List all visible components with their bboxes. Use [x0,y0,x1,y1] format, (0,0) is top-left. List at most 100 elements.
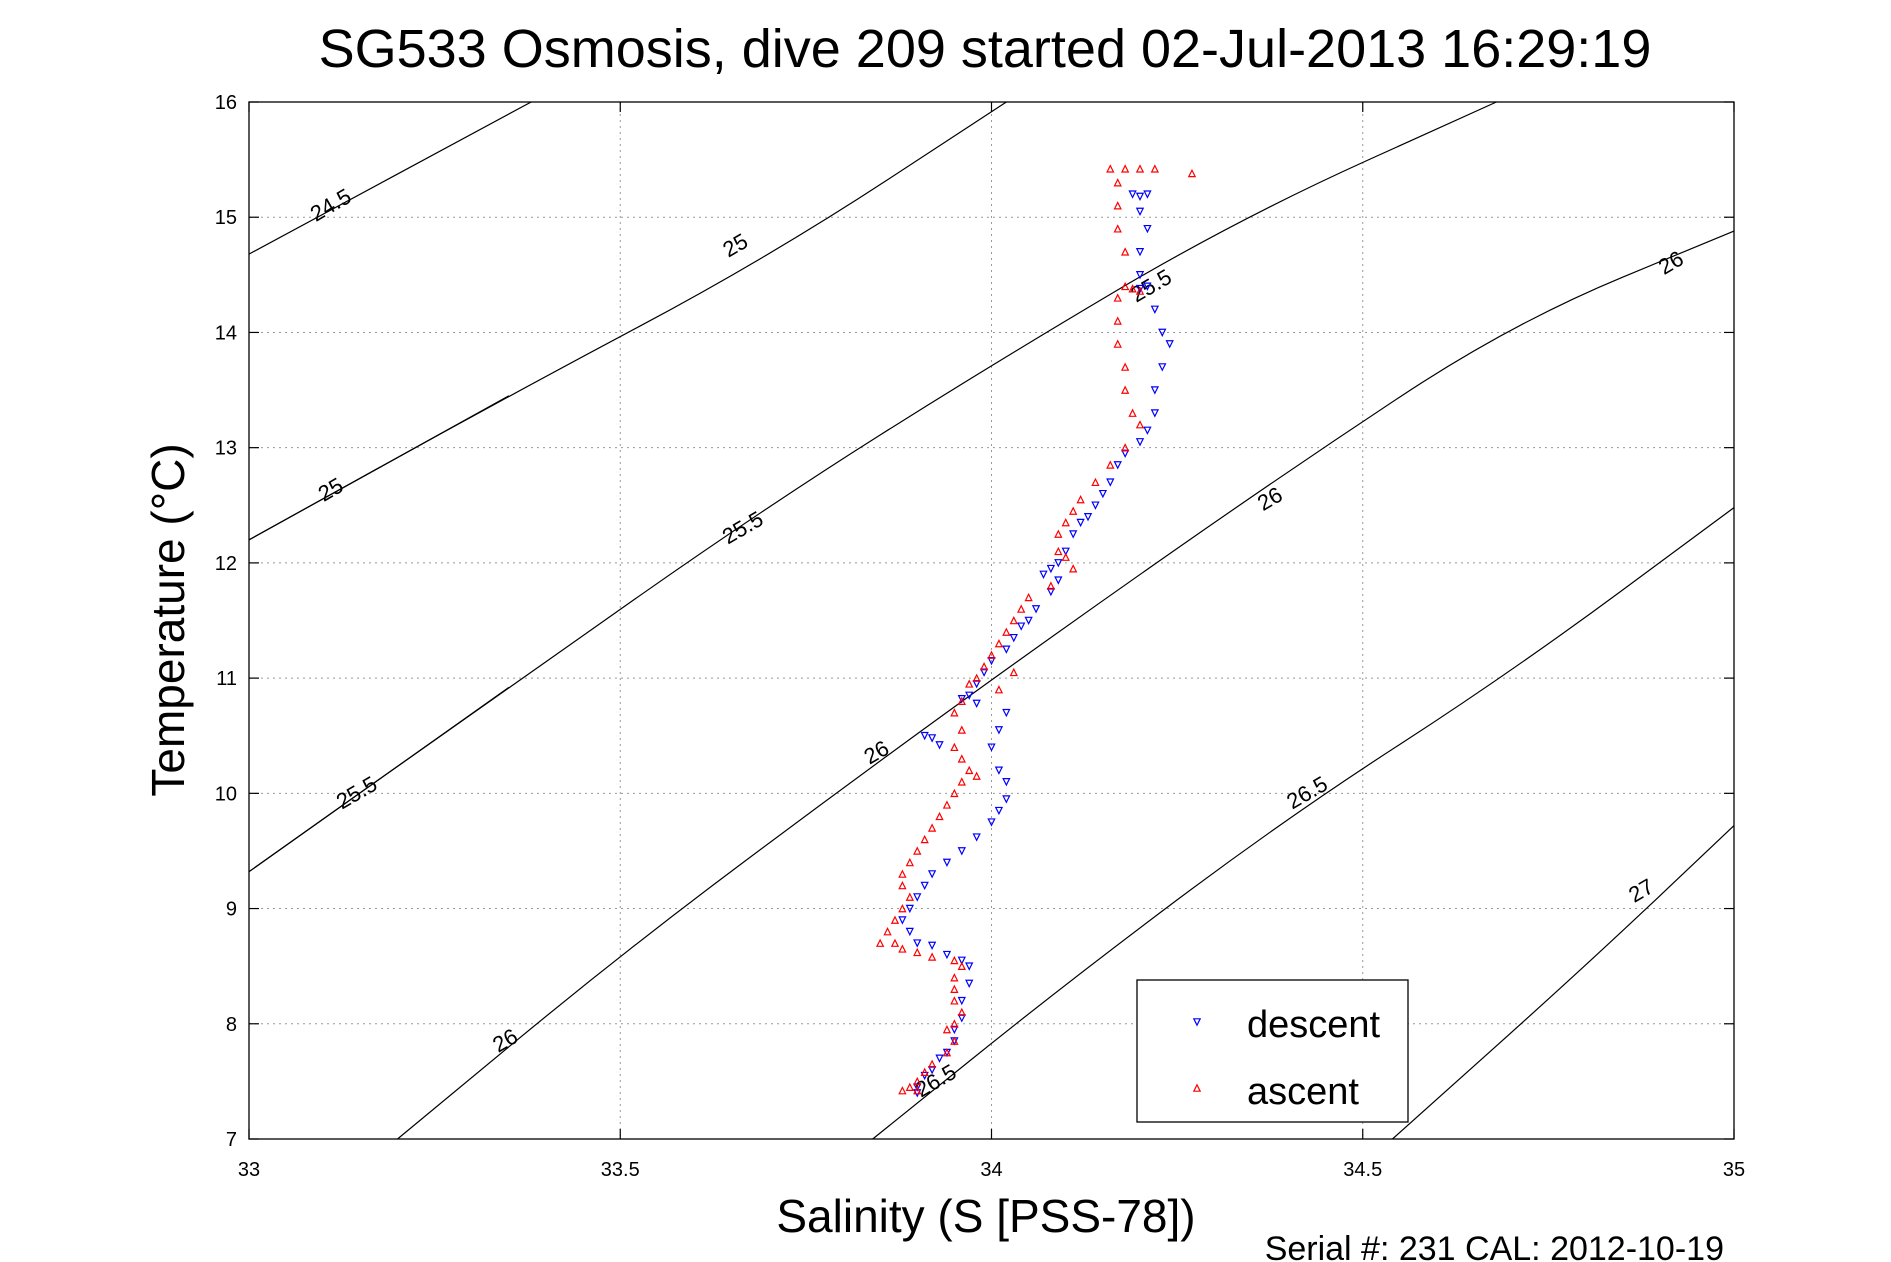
legend-box [1136,979,1409,1123]
chart-title: SG533 Osmosis, dive 209 started 02-Jul-2… [319,19,1652,79]
y-tick-label: 12 [215,553,237,575]
x-tick-label: 34.5 [1343,1159,1382,1181]
descent-point [1031,605,1041,614]
legend-marker-triangle [1192,1083,1202,1092]
descent-point [1158,328,1167,337]
ascent-point [927,952,937,961]
descent-point [1039,570,1048,579]
descent-point [942,950,952,960]
ascent-point [950,996,959,1005]
descent-point [1143,426,1152,435]
descent-point [927,734,937,743]
ascent-point [1106,164,1115,173]
y-tick-label: 10 [215,783,237,805]
ascent-point [950,955,959,965]
ascent-point [957,696,966,705]
ascent-point [1120,362,1130,371]
descent-point [950,1025,959,1035]
ascent-point [913,1076,922,1086]
ascent-point [965,765,974,775]
ascent-point [950,788,959,798]
descent-point [1083,512,1093,522]
ascent-point [950,708,959,717]
density-contour-27 [1392,825,1735,1140]
y-tick-label: 15 [215,207,237,229]
descent-point [935,741,944,750]
ascent-point [1128,284,1137,293]
ascent-point [927,1059,937,1068]
ascent-point [927,823,937,832]
descent-point [1054,559,1063,568]
ascent-point [1120,443,1130,452]
axis-ticks: 33 33.5 34 34.5 35 7 8 9 10 11 12 13 14 15 16 [215,92,1745,1181]
descent-point [1002,778,1011,787]
descent-point [965,962,974,971]
descent-point [1135,247,1145,257]
density-contour-25 [248,395,510,541]
legend-marker-ascent [1192,1083,1202,1092]
contour-label-25.5: 25.5 [1126,264,1176,307]
descent-point [1054,576,1063,585]
descent-point [1135,192,1145,202]
ascent-point [898,869,907,878]
contour-label-26.5: 26.5 [1282,771,1332,814]
descent-point [957,956,966,965]
ascent-point [913,846,922,855]
ascent-point [950,973,959,982]
ascent-point [1054,546,1063,556]
descent-point [972,833,981,842]
descent-point [994,806,1004,816]
ascent-point [1017,604,1026,613]
ascent-point [1009,615,1018,625]
ascent-point [875,938,885,947]
ascent-point [957,754,966,763]
legend: descent ascent [1136,979,1409,1123]
ascent-point [1061,552,1070,561]
ascent-point [1113,224,1122,233]
descent-point [1046,587,1056,597]
ascent-point [994,685,1004,694]
descent-point [927,1066,937,1075]
ascent-point [1046,581,1056,590]
descent-point [987,657,996,666]
descent-point [913,893,922,902]
grid [249,102,1734,1139]
ascent-point [1069,506,1078,515]
ascent-point [890,915,900,924]
descent-point [927,941,937,950]
x-tick-label: 35 [1723,1159,1745,1181]
ascent-point [1135,286,1145,295]
ascent-point [972,771,981,780]
descent-point [1002,645,1011,654]
ascent-point [942,1024,952,1034]
descent-point [1135,284,1145,294]
descent-point [1076,518,1085,528]
y-axis-label: Temperature (°C) [142,443,194,796]
ascent-point [905,857,914,867]
ascent-point [942,1048,952,1057]
descent-point [913,1083,922,1092]
descent-point [1150,305,1160,314]
data-points [875,164,1197,1098]
descent-point [1143,282,1152,291]
descent-point [1106,478,1115,487]
legend-label-descent: descent [1247,1004,1381,1046]
ascent-point [1113,339,1122,348]
ascent-point [942,800,952,809]
ascent-point [950,742,959,752]
ascent-point [1128,408,1137,417]
descent-point [1061,547,1070,556]
descent-point [994,766,1004,775]
descent-point [965,979,974,988]
y-tick-label: 9 [226,899,237,921]
ascent-point [1002,627,1011,636]
ascent-point [950,1019,959,1028]
descent-point [905,927,914,937]
descent-point [1135,271,1145,280]
ascent-point [883,927,892,936]
x-tick-label: 33 [238,1159,260,1181]
y-tick-label: 7 [226,1129,237,1151]
ascent-point [913,1086,922,1095]
ascent-point [898,880,907,890]
